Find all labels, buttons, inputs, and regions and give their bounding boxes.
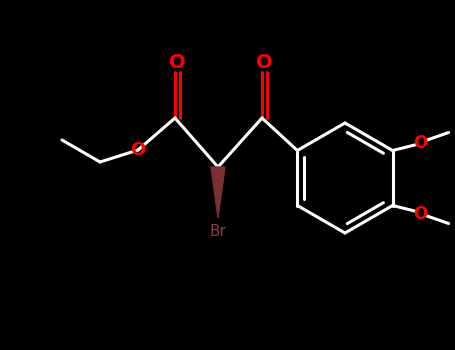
Text: O: O bbox=[414, 133, 428, 152]
Polygon shape bbox=[211, 167, 225, 218]
Text: O: O bbox=[414, 204, 428, 223]
Text: O: O bbox=[256, 52, 272, 71]
Text: O: O bbox=[131, 141, 146, 159]
Text: O: O bbox=[169, 52, 185, 71]
Text: Br: Br bbox=[210, 224, 227, 239]
